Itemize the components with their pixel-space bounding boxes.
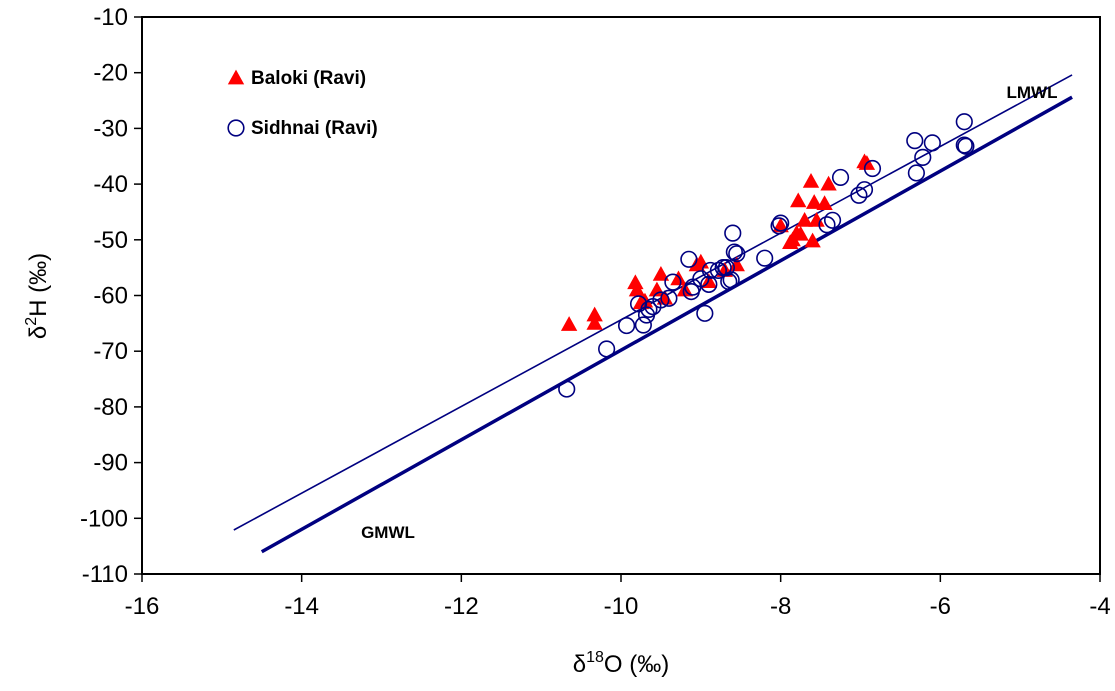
y-axis-title: δ2H (‰) (23, 253, 52, 339)
circle-marker (709, 261, 727, 280)
circle-marker (634, 316, 652, 334)
circle-marker (863, 159, 882, 178)
legend-circle-marker (227, 119, 245, 137)
circle-marker (957, 137, 975, 155)
triangle-marker (652, 266, 670, 281)
circle-marker (955, 113, 973, 131)
circle-marker (598, 340, 616, 358)
legend-triangle-marker (227, 69, 245, 85)
triangle-marker (586, 315, 603, 330)
triangle-marker (804, 232, 821, 248)
y-tick-label: -70 (93, 338, 128, 365)
x-tick-label: -4 (1089, 593, 1110, 620)
triangle-marker (820, 175, 837, 191)
y-tick-label: -80 (93, 394, 128, 421)
circle-marker (617, 316, 636, 335)
x-tick-label: -12 (444, 593, 479, 620)
x-tick-label: -6 (930, 593, 951, 620)
y-axis: -10 -20 -30 -40 -50 -60 -70 -80 -90 -100 -110 (80, 4, 142, 588)
circle-marker (855, 181, 874, 199)
circle-marker (696, 304, 714, 322)
y-tick-label: -110 (82, 561, 128, 588)
y-tick-label: -10 (93, 4, 128, 31)
circle-marker (660, 289, 678, 307)
triangle-marker (670, 270, 687, 286)
circle-marker (850, 186, 868, 204)
circle-marker (700, 275, 718, 293)
triangle-marker (796, 211, 813, 227)
y-tick-label: -30 (93, 115, 128, 142)
circle-marker (664, 273, 682, 291)
circle-marker (906, 132, 924, 150)
lmwl-label: LMWL (1007, 83, 1058, 102)
circle-marker (725, 243, 743, 261)
circle-marker (680, 250, 698, 268)
triangle-marker (772, 217, 789, 233)
circle-marker (914, 148, 932, 166)
plot-area (141, 16, 1101, 575)
circle-marker (558, 380, 576, 398)
y-tick-label: -50 (93, 227, 128, 254)
x-tick-label: -14 (284, 593, 319, 620)
circle-marker (831, 168, 850, 187)
triangle-marker (816, 195, 833, 210)
circle-marker (770, 217, 788, 235)
circle-marker (720, 272, 738, 291)
x-tick-label: -8 (770, 593, 791, 620)
y-tick-label: -20 (93, 60, 128, 87)
y-tick-label: -90 (93, 450, 128, 477)
legend: Baloki (Ravi) Sidhnai (Ravi) (227, 68, 378, 139)
triangle-marker (802, 172, 820, 188)
circle-marker (756, 249, 774, 267)
circle-marker (907, 164, 925, 182)
series-sidhnai (558, 113, 975, 398)
legend-label-baloki: Baloki (Ravi) (251, 68, 366, 89)
circle-marker (652, 291, 670, 309)
circle-marker (717, 259, 735, 277)
circle-marker (923, 134, 941, 152)
gmwl-label: GMWL (361, 523, 415, 542)
circle-marker (701, 261, 720, 280)
y-tick-label: -100 (80, 505, 128, 532)
x-tick-label: -10 (604, 593, 639, 620)
circle-marker (772, 214, 790, 232)
circle-marker (823, 211, 842, 229)
x-tick-label: -16 (125, 593, 160, 620)
y-tick-label: -60 (93, 283, 128, 310)
circle-marker (724, 224, 742, 242)
circle-marker (722, 271, 740, 289)
circle-marker (728, 245, 746, 263)
triangle-marker (792, 225, 809, 241)
axis-titles: δ18O (‰) δ2H (‰) (23, 253, 669, 678)
x-axis: -16 -14 -12 -10 -8 -6 -4 (125, 574, 1111, 620)
circle-marker (955, 136, 973, 154)
data-series (558, 113, 975, 398)
triangle-marker (790, 192, 807, 208)
circle-marker (640, 300, 658, 319)
circle-marker (818, 216, 836, 234)
gmwl-line (260, 95, 1073, 554)
legend-label-sidhnai: Sidhnai (Ravi) (251, 118, 378, 139)
triangle-marker (560, 316, 578, 331)
x-axis-title: δ18O (‰) (573, 649, 669, 678)
triangle-marker (806, 194, 823, 209)
y-tick-label: -40 (93, 171, 128, 198)
